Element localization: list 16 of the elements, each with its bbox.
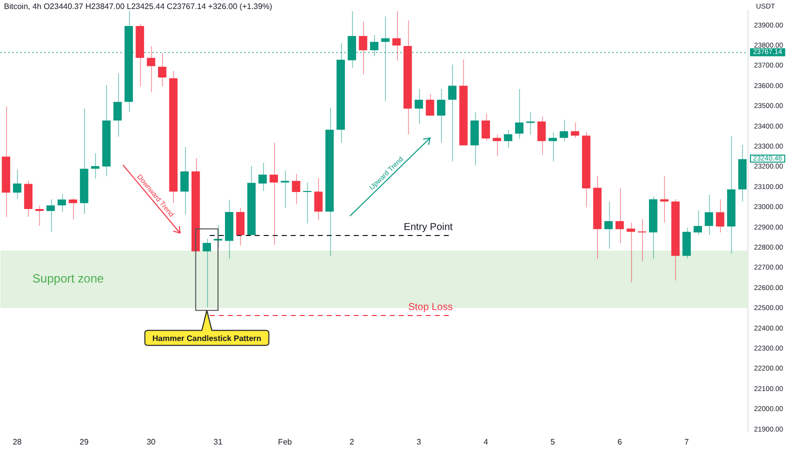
ref-line-label: Stop Loss: [408, 302, 453, 313]
x-tick-label: 6: [617, 437, 622, 446]
x-tick-label: 2: [350, 437, 355, 446]
x-tick-label: 5: [550, 437, 556, 446]
ref-line-label: Entry Point: [404, 222, 453, 234]
chart-title: Bitcoin, 4h O23440.37 H23847.00 L23425.44 C23767.14 +326.00 (+1.39%): [4, 2, 272, 11]
band-label: Support zone: [32, 272, 104, 286]
x-tick-label: 29: [80, 437, 90, 446]
x-tick-label: 31: [214, 437, 223, 446]
x-tick-label: 28: [12, 437, 22, 446]
x-tick-label: Feb: [278, 437, 292, 446]
x-tick-label: 30: [146, 437, 156, 446]
x-tick-label: 4: [484, 437, 489, 446]
annotation: Hammer Candlestick Pattern: [152, 334, 262, 343]
x-tick-label: 7: [684, 437, 690, 446]
x-tick-label: 3: [416, 437, 422, 446]
